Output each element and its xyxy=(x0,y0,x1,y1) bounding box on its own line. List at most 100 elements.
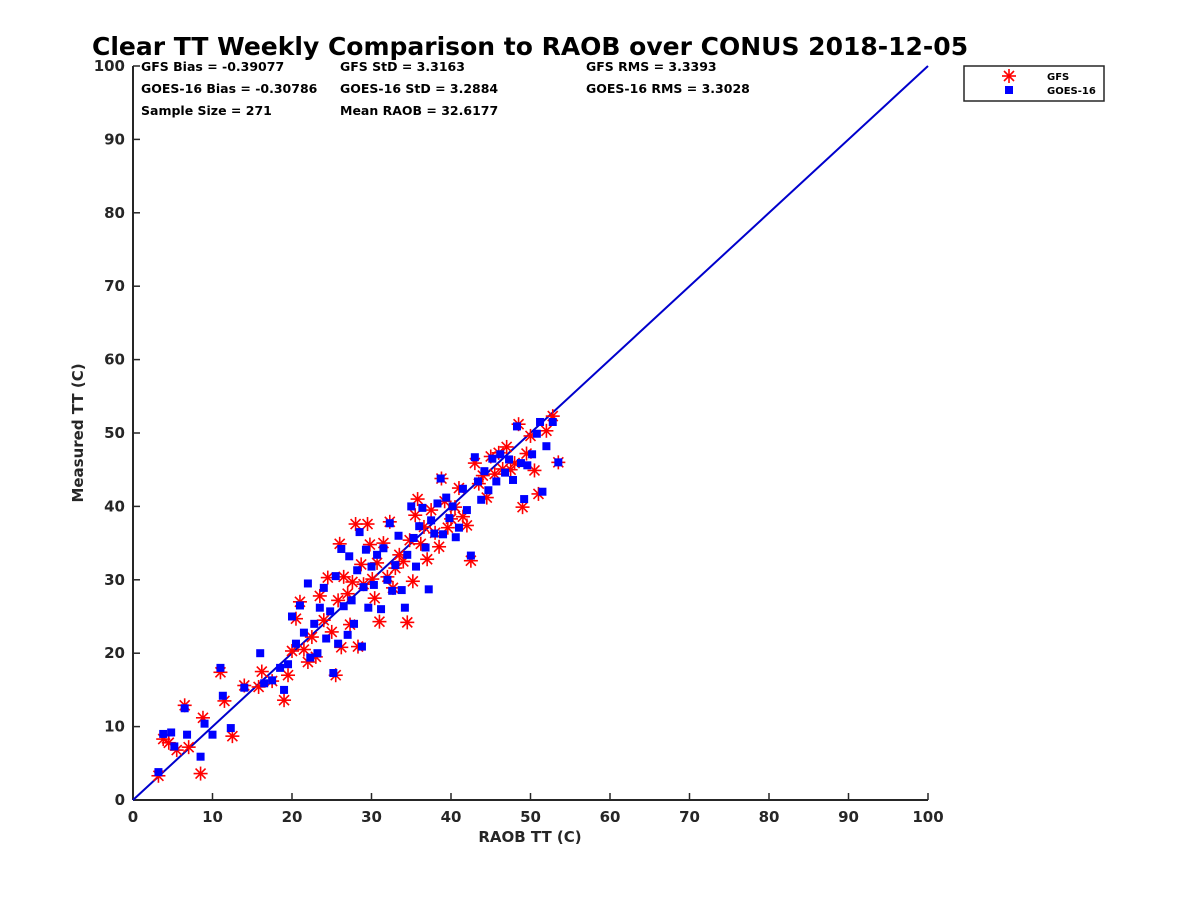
goes-16-point xyxy=(353,566,362,575)
gfs-point xyxy=(372,614,387,629)
goes-16-point xyxy=(331,572,340,581)
goes-16-point xyxy=(523,461,532,470)
gfs-point xyxy=(408,508,423,523)
goes-16-point xyxy=(345,552,354,561)
goes-16-point xyxy=(538,487,547,496)
y-tick-label: 60 xyxy=(104,351,125,369)
goes-16-point xyxy=(367,562,376,571)
y-tick-label: 80 xyxy=(104,204,125,222)
goes-16-point xyxy=(445,514,454,523)
goes-16-point xyxy=(516,459,525,468)
y-tick-label: 100 xyxy=(94,57,125,75)
goes-16-point xyxy=(418,503,427,512)
goes-16-point xyxy=(448,502,457,511)
y-tick-label: 10 xyxy=(104,718,125,736)
stat-goes-std: GOES-16 StD = 3.2884 xyxy=(340,81,498,96)
gfs-point xyxy=(296,642,311,657)
goes-16-point xyxy=(466,551,475,560)
goes-16-point xyxy=(379,544,388,553)
goes-16-point xyxy=(548,417,557,426)
legend-box xyxy=(963,65,1105,102)
goes-16-point xyxy=(196,752,205,761)
gfs-point xyxy=(312,588,327,603)
x-tick-label: 20 xyxy=(282,808,303,826)
goes-16-point xyxy=(442,493,451,502)
series-goes-16 xyxy=(154,417,563,777)
gfs-point xyxy=(193,766,208,781)
goes-16-point xyxy=(183,730,192,739)
axis-ticks: 0 10 20 30 40 50 60 70 80 90 100 0 10 20 30 40 50 60 70 80 9… xyxy=(94,57,944,826)
goes-16-point xyxy=(180,704,189,713)
x-tick-label: 90 xyxy=(838,808,859,826)
x-axis-label: RAOB TT (C) xyxy=(478,828,581,846)
y-tick-label: 30 xyxy=(104,571,125,589)
goes-16-point xyxy=(347,596,356,605)
x-tick-label: 40 xyxy=(441,808,462,826)
gfs-point xyxy=(345,575,360,590)
goes-16-point xyxy=(216,663,225,672)
goes-16-point xyxy=(284,660,293,669)
goes-16-point xyxy=(407,502,416,511)
gfs-point xyxy=(405,574,420,589)
goes-16-point xyxy=(415,522,424,531)
goes-16-point xyxy=(268,676,277,685)
x-tick-label: 30 xyxy=(361,808,382,826)
y-tick-label: 40 xyxy=(104,497,125,515)
goes-16-point xyxy=(159,729,168,738)
goes-16-point xyxy=(364,603,373,612)
goes-16-point xyxy=(554,458,563,467)
goes-16-point xyxy=(313,649,322,658)
goes-16-point xyxy=(477,495,486,504)
goes-16-point xyxy=(260,679,269,688)
goes-16-point xyxy=(291,639,300,648)
goes-16-point xyxy=(310,619,319,628)
goes-16-point xyxy=(357,642,366,651)
legend-goes-label: GOES-16 xyxy=(1047,86,1096,97)
goes-16-point xyxy=(154,768,163,777)
goes-16-point xyxy=(295,601,304,610)
goes-16-point xyxy=(542,442,551,451)
stat-gfs-rms: GFS RMS = 3.3393 xyxy=(586,59,717,74)
goes-16-point xyxy=(430,529,439,538)
stat-goes-bias: GOES-16 Bias = -0.30786 xyxy=(141,81,318,96)
goes-16-point xyxy=(520,495,529,504)
gfs-point xyxy=(432,539,447,554)
goes-16-point xyxy=(391,561,400,570)
goes-16-point xyxy=(167,728,176,737)
y-tick-label: 20 xyxy=(104,644,125,662)
gfs-point xyxy=(181,740,196,755)
x-tick-label: 60 xyxy=(600,808,621,826)
goes-16-point xyxy=(536,417,545,426)
goes-16-point xyxy=(462,506,471,515)
goes-16-point xyxy=(400,603,409,612)
gfs-point xyxy=(420,552,435,567)
goes-16-point xyxy=(397,586,406,595)
legend-gfs-marker xyxy=(1002,69,1016,83)
gfs-point xyxy=(316,613,331,628)
goes-16-point xyxy=(306,653,315,662)
goes-16-point xyxy=(532,429,541,438)
x-tick-label: 70 xyxy=(679,808,700,826)
goes-16-point xyxy=(303,579,312,588)
goes-16-point xyxy=(484,486,493,495)
goes-16-point xyxy=(528,450,537,459)
y-tick-label: 70 xyxy=(104,277,125,295)
goes-16-point xyxy=(421,543,430,552)
goes-16-point xyxy=(388,586,397,595)
y-tick-label: 0 xyxy=(115,791,125,809)
gfs-point xyxy=(367,591,382,606)
legend-gfs-label: GFS xyxy=(1047,72,1069,83)
goes-16-point xyxy=(377,605,386,614)
goes-16-point xyxy=(412,562,421,571)
y-tick-label: 50 xyxy=(104,424,125,442)
goes-16-point xyxy=(427,516,436,525)
stat-gfs-std: GFS StD = 3.3163 xyxy=(340,59,465,74)
goes-16-point xyxy=(240,683,249,692)
stat-goes-rms: GOES-16 RMS = 3.3028 xyxy=(586,81,750,96)
goes-16-point xyxy=(329,669,338,678)
goes-16-point xyxy=(451,533,460,542)
goes-16-point xyxy=(436,474,445,483)
gfs-point xyxy=(499,439,514,454)
goes-16-point xyxy=(373,550,382,559)
x-tick-label: 0 xyxy=(128,808,138,826)
